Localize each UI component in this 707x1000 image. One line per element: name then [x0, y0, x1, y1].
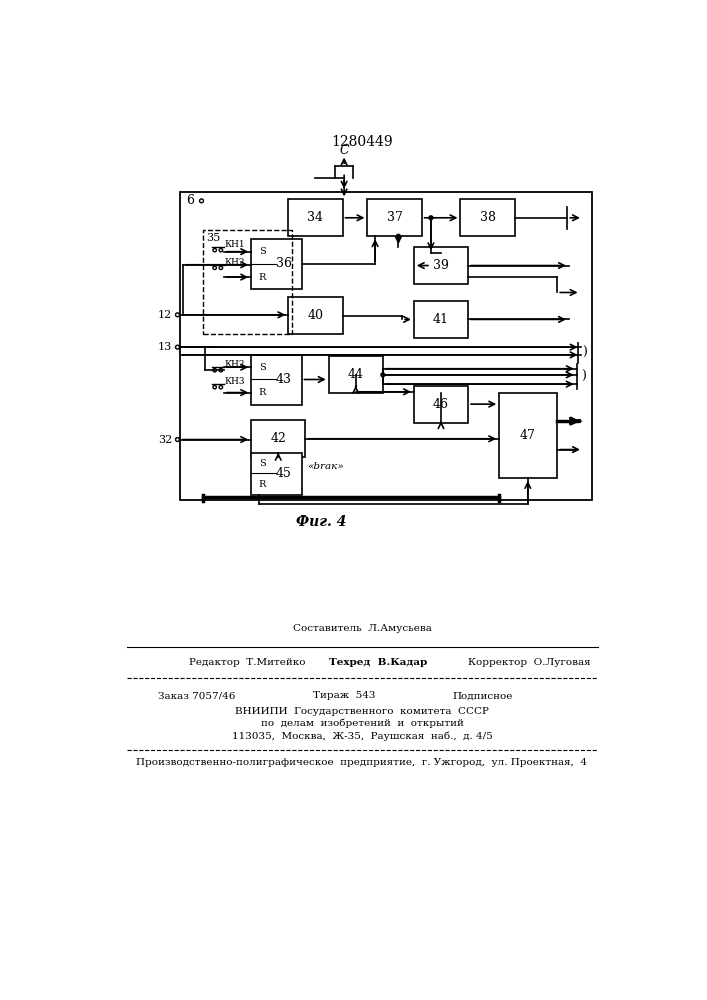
Bar	[180, 192, 592, 500]
Text: КН3: КН3	[224, 377, 245, 386]
Text: ): )	[582, 346, 587, 359]
Text: 113035,  Москва,  Ж-35,  Раушская  наб.,  д. 4/5: 113035, Москва, Ж-35, Раушская наб., д. …	[232, 731, 492, 741]
Text: 34: 34	[308, 211, 323, 224]
Circle shape	[381, 373, 385, 377]
Text: Корректор  О.Луговая: Корректор О.Луговая	[468, 658, 591, 667]
Text: 32: 32	[158, 435, 172, 445]
Text: КН1: КН1	[224, 240, 245, 249]
Text: 39: 39	[433, 259, 449, 272]
Text: КН2: КН2	[224, 360, 245, 369]
Bar	[499, 393, 557, 478]
Text: ): )	[581, 370, 586, 383]
Text: Подписное: Подписное	[452, 691, 513, 700]
Text: 41: 41	[433, 313, 449, 326]
Bar	[203, 230, 292, 334]
Text: 1280449: 1280449	[331, 135, 393, 149]
Text: 43: 43	[276, 373, 292, 386]
Bar	[368, 199, 421, 236]
Bar	[288, 199, 343, 236]
Text: Техред  В.Кадар: Техред В.Кадар	[329, 658, 427, 667]
Text: Фиг. 4: Фиг. 4	[296, 515, 346, 529]
Text: Редактор  Т.Митейко: Редактор Т.Митейко	[189, 658, 305, 667]
Bar	[251, 453, 301, 495]
Text: КН2: КН2	[224, 258, 245, 267]
Bar	[251, 239, 301, 289]
Text: «brак»: «brак»	[308, 462, 344, 471]
Bar	[414, 301, 468, 338]
Text: 13: 13	[158, 342, 172, 352]
Text: S: S	[259, 459, 266, 468]
Circle shape	[429, 216, 433, 220]
Text: S: S	[259, 247, 266, 256]
Text: R: R	[259, 388, 267, 397]
Text: 37: 37	[387, 211, 402, 224]
Bar	[460, 199, 515, 236]
Text: 35: 35	[206, 233, 221, 243]
Text: 12: 12	[158, 310, 172, 320]
Text: 42: 42	[270, 432, 286, 445]
Text: Тираж  543: Тираж 543	[313, 691, 375, 700]
Text: 46: 46	[433, 398, 449, 411]
Text: Составитель  Л.Амусьева: Составитель Л.Амусьева	[293, 624, 431, 633]
Bar	[414, 386, 468, 423]
Text: Заказ 7057/46: Заказ 7057/46	[158, 691, 235, 700]
Text: 38: 38	[479, 211, 496, 224]
Text: 47: 47	[520, 429, 536, 442]
Bar	[251, 355, 301, 405]
Text: 40: 40	[308, 309, 323, 322]
Text: ВНИИПИ  Государственного  комитета  СССР: ВНИИПИ Государственного комитета СССР	[235, 707, 489, 716]
Text: S: S	[259, 363, 266, 372]
Text: 45: 45	[276, 467, 292, 480]
Text: 36: 36	[276, 257, 292, 270]
Circle shape	[397, 234, 400, 238]
Text: Производственно-полиграфическое  предприятие,  г. Ужгород,  ул. Проектная,  4: Производственно-полиграфическое предприя…	[136, 758, 588, 767]
Text: R: R	[259, 273, 267, 282]
Text: 44: 44	[348, 368, 363, 381]
Text: 6: 6	[186, 194, 194, 207]
Bar	[329, 356, 383, 393]
Text: по  делам  изобретений  и  открытий: по делам изобретений и открытий	[260, 719, 463, 728]
Text: C: C	[339, 144, 349, 157]
Bar	[288, 297, 343, 334]
Text: R: R	[259, 480, 267, 489]
Bar	[251, 420, 305, 457]
Bar	[414, 247, 468, 284]
